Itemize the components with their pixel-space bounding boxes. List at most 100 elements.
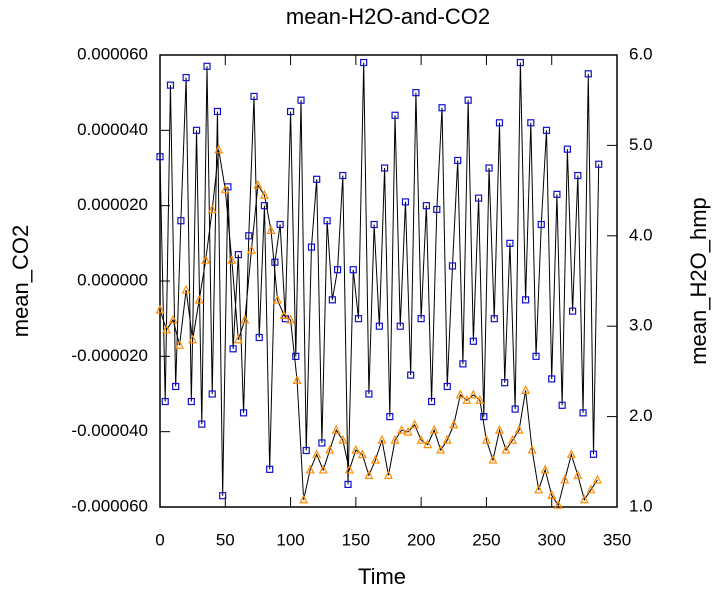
marker: [255, 333, 263, 342]
marker: [172, 382, 180, 391]
marker: [390, 434, 400, 444]
marker: [351, 444, 361, 454]
marker: [480, 413, 488, 421]
x-tick-label: 0: [155, 530, 164, 549]
marker: [511, 405, 519, 413]
marker: [506, 239, 514, 247]
marker: [514, 424, 524, 434]
marker: [370, 454, 380, 464]
marker: [488, 454, 498, 464]
marker: [495, 119, 504, 127]
marker: [553, 499, 563, 509]
marker: [396, 322, 404, 330]
y-tick-label: 0.000020: [77, 195, 148, 214]
marker: [208, 390, 216, 398]
marker: [540, 464, 550, 474]
y2-tick-label: 1.0: [629, 496, 653, 515]
marker: [481, 434, 491, 444]
marker: [407, 371, 415, 379]
marker: [245, 232, 253, 240]
marker: [192, 126, 201, 134]
marker: [331, 424, 341, 434]
x-tick-label: 100: [276, 530, 304, 549]
marker: [586, 484, 596, 494]
marker: [558, 401, 566, 409]
marker: [532, 352, 540, 360]
marker: [592, 474, 602, 484]
marker: [579, 494, 589, 504]
marker: [579, 409, 587, 417]
marker: [240, 314, 250, 324]
marker: [537, 220, 545, 229]
marker: [305, 464, 315, 474]
marker: [344, 464, 354, 474]
x-tick-label: 50: [216, 530, 235, 549]
marker: [357, 449, 367, 459]
marker: [403, 426, 413, 436]
marker: [469, 337, 477, 345]
marker: [299, 494, 309, 504]
marker: [161, 397, 169, 406]
marker: [501, 444, 511, 454]
marker: [233, 334, 243, 344]
marker: [194, 294, 204, 304]
marker: [207, 204, 217, 214]
marker: [433, 205, 441, 214]
y-axis-label: mean_CO2: [8, 225, 33, 338]
marker: [279, 310, 289, 319]
marker: [474, 194, 483, 202]
marker: [375, 322, 383, 330]
marker: [370, 220, 378, 229]
marker: [175, 339, 185, 349]
chart-title: mean-H2O-and-CO2: [286, 4, 490, 29]
marker: [455, 389, 465, 399]
y-tick-label: -0.000060: [71, 496, 148, 515]
y-tick-label: -0.000020: [71, 346, 148, 365]
marker: [155, 304, 165, 314]
marker: [391, 111, 399, 119]
marker: [246, 244, 256, 254]
marker: [229, 345, 237, 353]
y-tick-label: 0.000040: [77, 120, 148, 139]
marker: [573, 470, 583, 479]
y2-tick-label: 2.0: [629, 406, 653, 425]
y2-tick-label: 5.0: [629, 135, 653, 154]
marker: [364, 470, 374, 479]
marker: [188, 334, 198, 344]
marker: [187, 397, 195, 406]
marker: [365, 390, 373, 398]
marker: [203, 62, 211, 70]
marker: [462, 394, 472, 404]
marker: [380, 164, 389, 172]
marker: [527, 119, 535, 127]
marker: [234, 251, 242, 259]
marker: [377, 434, 387, 444]
marker: [566, 449, 576, 459]
marker: [344, 480, 352, 488]
marker: [318, 439, 326, 447]
marker: [220, 184, 230, 194]
marker: [276, 220, 284, 229]
marker: [313, 175, 321, 183]
marker: [213, 107, 222, 116]
marker: [454, 156, 462, 165]
marker: [328, 296, 336, 304]
marker: [292, 375, 302, 385]
marker: [286, 107, 295, 116]
y-tick-label: -0.000040: [71, 421, 148, 440]
marker: [574, 171, 582, 180]
y2-axis-label: mean_H2O_hmp: [686, 197, 711, 365]
marker: [266, 465, 274, 473]
marker: [401, 198, 410, 206]
marker: [259, 189, 269, 199]
plot-frame: [159, 54, 618, 508]
marker: [168, 314, 178, 324]
marker: [273, 294, 282, 304]
marker: [443, 382, 451, 391]
x-tick-label: 350: [603, 530, 631, 549]
marker: [547, 489, 557, 499]
marker: [266, 225, 276, 234]
marker: [436, 444, 446, 454]
marker: [156, 153, 164, 161]
